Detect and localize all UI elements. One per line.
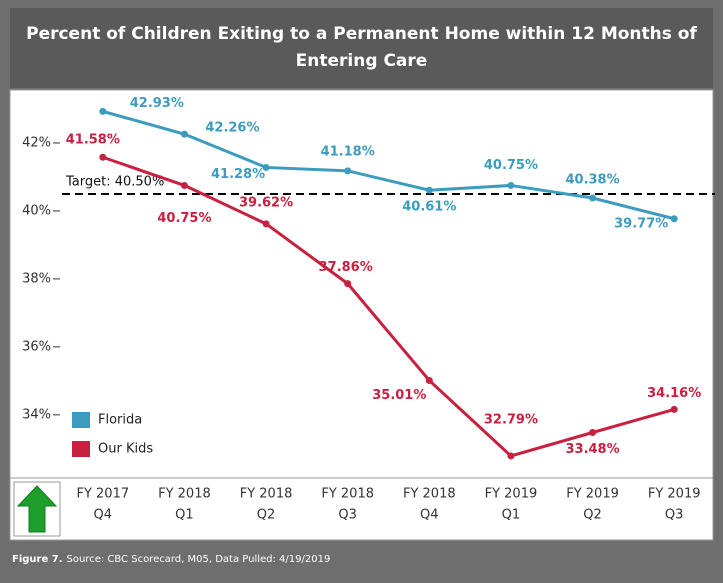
data-point (180, 181, 188, 189)
data-label: 35.01% (372, 388, 426, 403)
x-tick-label: FY 2018 (240, 487, 293, 502)
x-tick-label: FY 2018 (403, 487, 456, 502)
source: Source: CBC Scorecard, M05, Data Pulled:… (66, 554, 331, 565)
data-point (507, 181, 515, 189)
data-point (589, 194, 597, 202)
x-tick-label: FY 2017 (76, 487, 129, 502)
y-tick-label: 38% (22, 271, 51, 286)
x-tick-label: FY 2018 (321, 487, 374, 502)
chart-title: Percent of Children Exiting to a Permane… (10, 8, 713, 88)
x-tick-label: Q3 (338, 508, 357, 523)
series-line (102, 109, 675, 221)
data-point (262, 163, 270, 171)
data-label: 34.16% (647, 386, 701, 401)
x-tick-label: Q4 (420, 508, 439, 523)
y-tick-label: 40% (22, 203, 51, 218)
data-label: 39.77% (614, 216, 668, 231)
legend-swatch (72, 441, 90, 457)
data-point (99, 107, 107, 115)
x-tick-label: Q1 (502, 508, 521, 523)
data-label: 40.61% (402, 200, 456, 215)
data-point (670, 215, 678, 223)
data-label: 37.86% (319, 260, 373, 275)
data-point (99, 153, 107, 161)
data-label: 42.26% (205, 121, 259, 136)
data-label: 40.75% (157, 211, 211, 226)
y-tick-label: 36% (22, 339, 51, 354)
target-label: Target: 40.50% (65, 174, 164, 189)
x-tick-label: FY 2019 (485, 487, 538, 502)
y-tick-label: 34% (22, 407, 51, 422)
data-label: 40.38% (565, 173, 619, 188)
data-label: 33.48% (565, 442, 619, 457)
data-point (670, 405, 678, 413)
data-point (507, 452, 515, 460)
legend-label: Our Kids (98, 442, 153, 457)
y-tick-label: 42% (22, 135, 51, 150)
figure-label: Figure 7. (12, 554, 63, 565)
data-point (344, 280, 352, 288)
x-tick-label: FY 2018 (158, 487, 211, 502)
data-point (425, 377, 433, 385)
series-line (102, 155, 675, 458)
data-label: 41.28% (211, 167, 265, 182)
x-tick-label: Q2 (583, 508, 602, 523)
data-point (180, 130, 188, 138)
data-point (425, 186, 433, 194)
data-label: 41.58% (66, 133, 120, 148)
x-tick-label: Q1 (175, 508, 194, 523)
data-point (344, 167, 352, 175)
legend-label: Florida (98, 413, 142, 428)
data-label: 42.93% (130, 96, 184, 111)
x-tick-label: FY 2019 (648, 487, 701, 502)
up-arrow (16, 485, 58, 533)
data-label: 41.18% (321, 144, 375, 159)
x-tick-label: Q2 (257, 508, 276, 523)
data-point (589, 429, 597, 437)
footer: Figure 7. Source: CBC Scorecard, M05, Dat… (12, 554, 330, 565)
x-tick-label: FY 2019 (566, 487, 619, 502)
x-tick-label: Q4 (94, 508, 113, 523)
data-label: 40.75% (484, 158, 538, 173)
x-tick-label: Q3 (665, 508, 684, 523)
data-label: 32.79% (484, 412, 538, 427)
data-label: 39.62% (239, 195, 293, 210)
data-point (262, 220, 270, 228)
legend-swatch (72, 412, 90, 428)
